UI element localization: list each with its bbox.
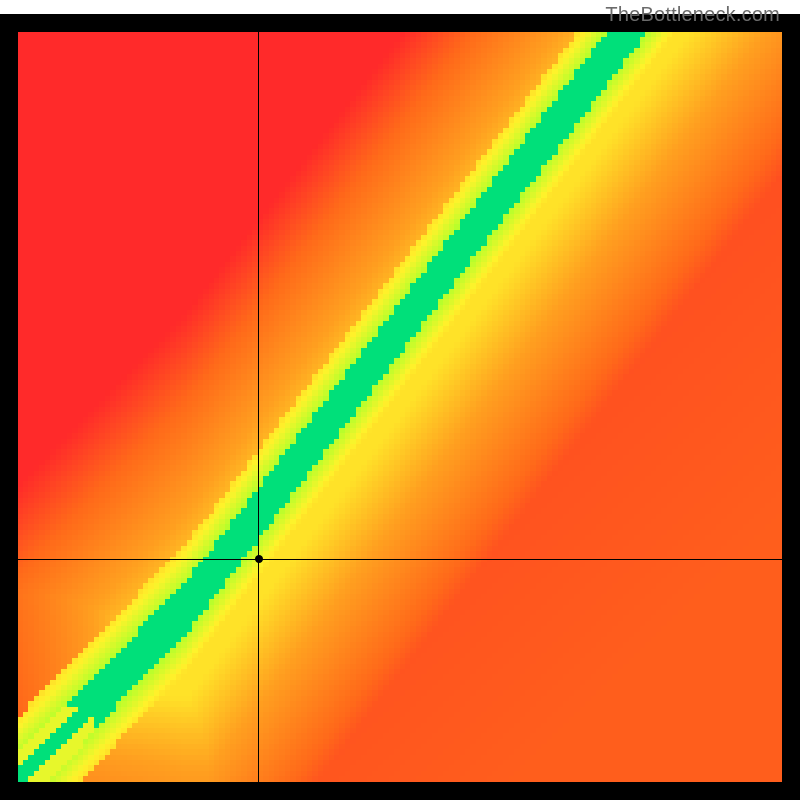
bottleneck-heatmap [18, 32, 782, 782]
frame-right [782, 14, 800, 800]
watermark-text: TheBottleneck.com [605, 4, 780, 27]
crosshair-horizontal [18, 559, 782, 560]
frame-left [0, 14, 18, 800]
chart-wrapper: TheBottleneck.com [0, 0, 800, 800]
selection-dot [255, 555, 263, 563]
frame-bottom [0, 782, 800, 800]
crosshair-vertical [258, 32, 259, 782]
